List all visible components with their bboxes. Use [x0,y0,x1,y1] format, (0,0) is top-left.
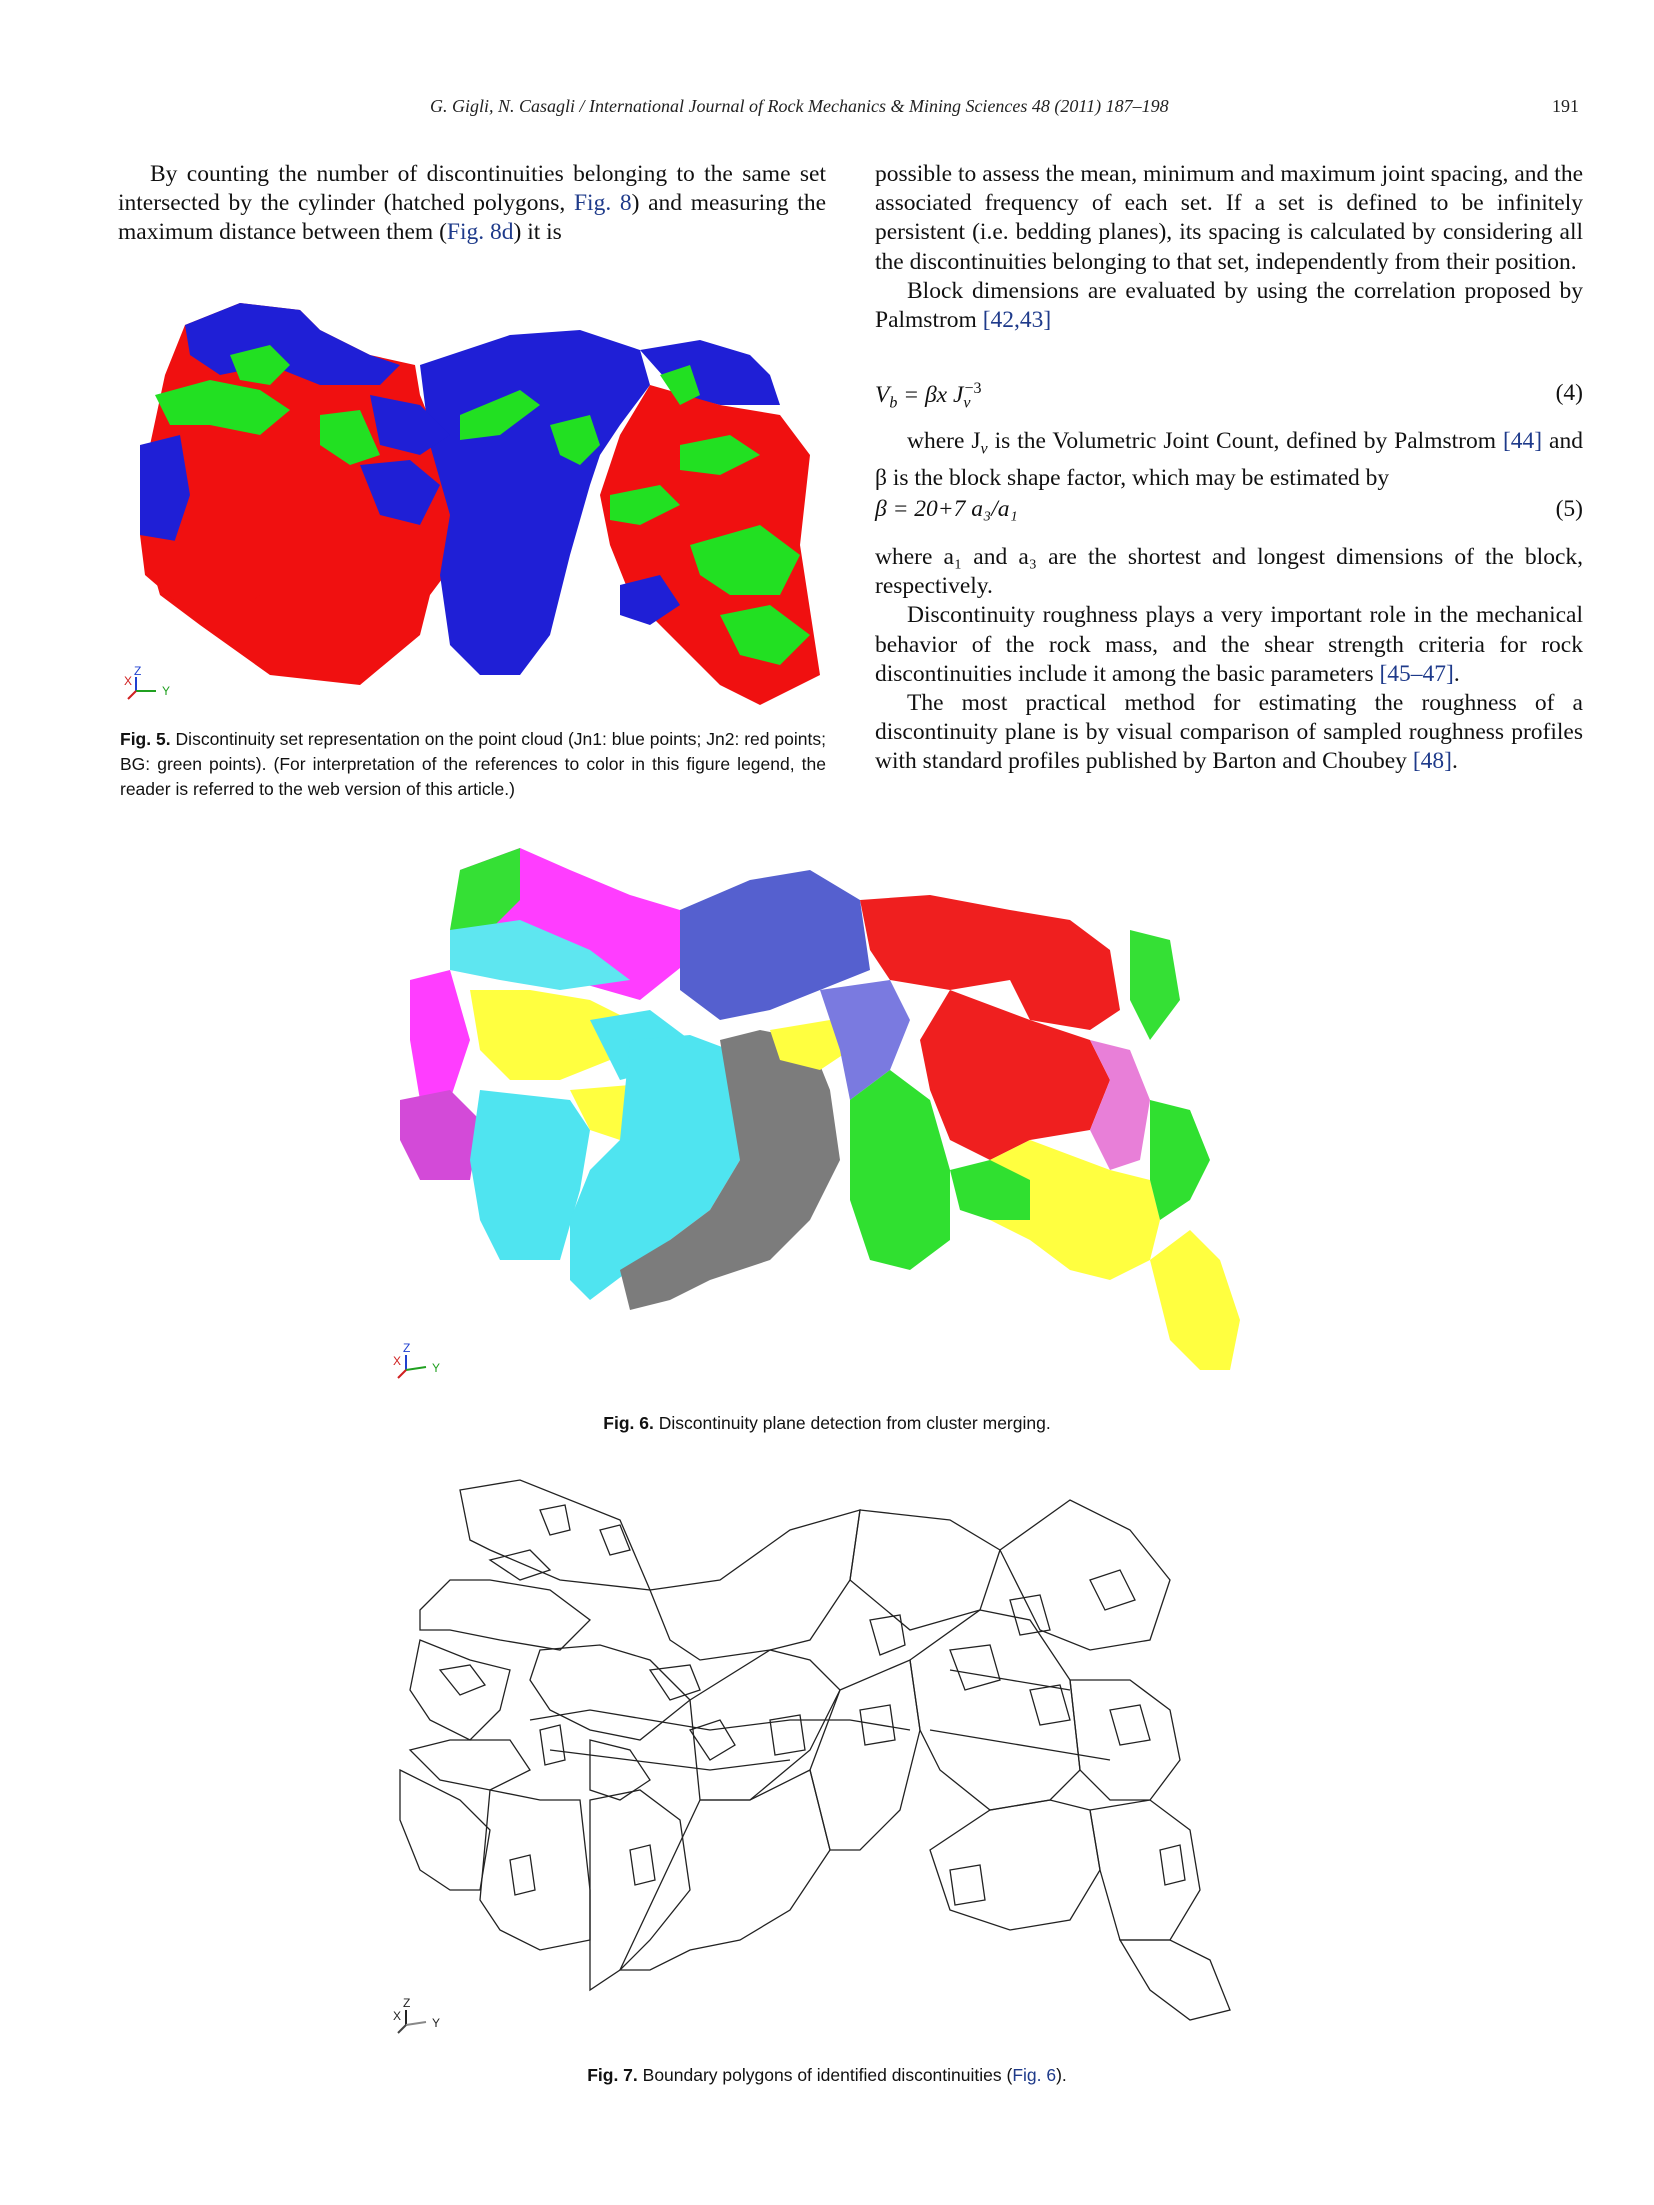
left-paragraph-1: By counting the number of discontinuitie… [118,161,826,246]
figure-5: X Z Y [120,295,830,715]
ref-42-43[interactable]: [42,43] [982,307,1052,334]
equation-4-number: (4) [1555,380,1583,406]
ref-45-47[interactable]: [45–47] [1379,660,1454,687]
ref-fig6[interactable]: Fig. 6 [1012,2065,1057,2085]
fig5-rock-mass [140,303,820,705]
figure-5-point-cloud: X Z Y [124,303,820,705]
fig6-axis-y: Y [432,1361,440,1375]
right-paragraph-6: The most practical method for estimating… [875,690,1583,775]
right-paragraph-5: Discontinuity roughness plays a very imp… [875,602,1583,687]
fig7-axis-y: Y [432,2016,440,2030]
figure-7-polygons: X Z Y [393,1479,1231,2034]
ref-fig8[interactable]: Fig. 8 [573,190,632,217]
figure-5-label: Fig. 5. [120,729,171,749]
right-paragraph-4: where a₁ and a₃ are the shortest and lon… [875,544,1583,600]
figure-6-point-cloud: X Z Y [393,848,1240,1379]
right-column-text-3: where a₁ and a₃ are the shortest and lon… [875,543,1583,777]
ref-fig8d[interactable]: Fig. 8d [446,219,514,246]
fig7-axis-z: Z [403,1996,410,2010]
fig7-outlines [399,1479,1231,2021]
fig6-rock-mass [400,848,1240,1370]
figure-5-caption: Fig. 5. Discontinuity set representation… [120,729,826,799]
figure-6: X Z Y [390,840,1310,1400]
running-header: G. Gigli, N. Casagli / International Jou… [0,96,1654,126]
page-number: 191 [1552,96,1579,116]
right-paragraph-1: possible to assess the mean, minimum and… [875,161,1583,275]
fig6-axis-x: X [393,1354,401,1368]
right-column-text-2: where Jv is the Volumetric Joint Count, … [875,427,1583,493]
right-paragraph-3: where Jv is the Volumetric Joint Count, … [875,428,1583,491]
figure-7-caption: Fig. 7. Boundary polygons of identified … [587,2065,1067,2085]
figure-6-label: Fig. 6. [603,1413,654,1433]
fig5-axis-z: Z [134,664,141,678]
right-paragraph-2: Block dimensions are evaluated by using … [875,277,1583,334]
equation-4: Vb = βx Jv−3 (4) [875,380,1583,412]
running-title: G. Gigli, N. Casagli / International Jou… [430,96,1169,116]
ref-44[interactable]: [44] [1502,428,1543,454]
equation-5-number: (5) [1555,496,1583,522]
fig7-axis-x: X [393,2009,401,2023]
fig5-axis-triad: X Z Y [124,664,170,700]
ref-48[interactable]: [48] [1412,748,1452,775]
figure-7: X Z Y [390,1470,1310,2050]
figure-7-label: Fig. 7. [587,2065,638,2085]
fig7-axis-triad: X Z Y [393,1996,440,2034]
figure-6-caption: Fig. 6. Discontinuity plane detection fr… [603,1413,1051,1433]
equation-5: β = 20+7 a₃/a₁ (5) [875,496,1583,522]
fig6-axis-triad: X Z Y [393,1341,440,1379]
fig5-axis-y: Y [162,684,170,698]
fig6-axis-z: Z [403,1341,410,1355]
left-column-text: By counting the number of discontinuitie… [118,160,826,248]
fig5-axis-x: X [124,674,132,688]
right-column-text: possible to assess the mean, minimum and… [875,160,1583,335]
